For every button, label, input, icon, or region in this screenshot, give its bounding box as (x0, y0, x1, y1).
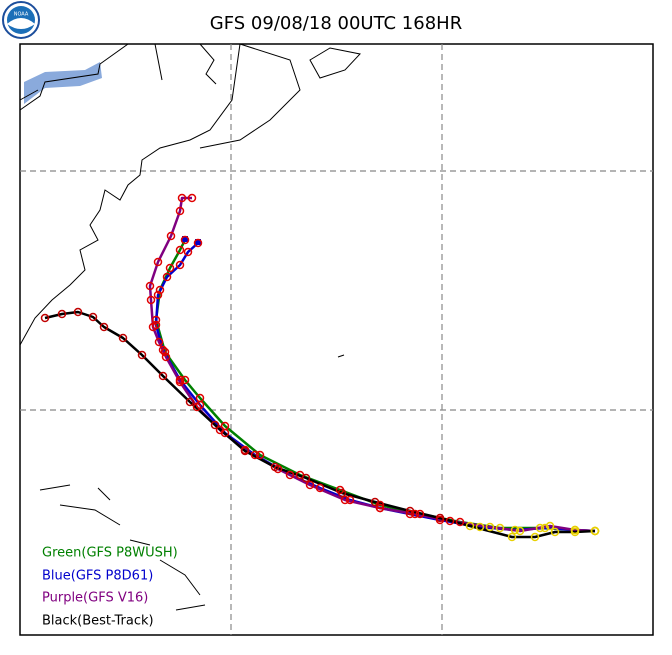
track-point (550, 527, 560, 537)
track-point (175, 245, 185, 255)
track-point (187, 193, 197, 203)
track-point (337, 488, 347, 498)
track-point (405, 506, 415, 516)
track-point (465, 521, 475, 531)
track-point (210, 420, 220, 430)
track-point (301, 473, 311, 483)
track-point (57, 309, 67, 319)
track-point (475, 522, 485, 532)
track-point (155, 285, 165, 295)
track-point (315, 483, 325, 493)
track-point (255, 450, 265, 460)
track-point (160, 347, 170, 357)
legend: Green(GFS P8WUSH) Blue(GFS P8D61) Purple… (42, 546, 178, 629)
track-point (162, 272, 172, 282)
track-point (590, 526, 600, 536)
track-point (161, 352, 171, 362)
track-point (507, 532, 517, 542)
track-point (445, 516, 455, 526)
track-point (375, 503, 385, 513)
track-point (154, 337, 164, 347)
track-point (183, 247, 193, 257)
map-title: GFS 09/08/18 00UTC 168HR (210, 13, 462, 34)
track-point (118, 333, 128, 343)
track-point (148, 322, 158, 332)
track-point (305, 480, 315, 490)
track-point (340, 495, 350, 505)
track-point (158, 345, 168, 355)
track-point (192, 402, 202, 412)
track-point (530, 532, 540, 542)
track-point (180, 235, 190, 245)
track-point (88, 312, 98, 322)
storm-tracks (40, 193, 600, 542)
track-point (455, 517, 465, 527)
legend-label: Green(GFS P8WUSH) (42, 546, 178, 561)
track-point (435, 513, 445, 523)
legend-label: Black(Best-Track) (42, 614, 154, 629)
track-point (185, 397, 195, 407)
track-point (570, 527, 580, 537)
track-point (415, 509, 425, 519)
track-point (146, 295, 156, 305)
track-point (540, 523, 550, 533)
track-point (405, 509, 415, 519)
track-point (158, 371, 168, 381)
track-point (515, 526, 525, 536)
track-point (175, 260, 185, 270)
track-point (545, 521, 555, 531)
track-point (153, 257, 163, 267)
track-point (485, 522, 495, 532)
track-point (177, 193, 187, 203)
legend-label: Purple(GFS V16) (42, 591, 148, 606)
track-point (99, 322, 109, 332)
track-end (182, 236, 188, 242)
track-end (195, 239, 201, 245)
track-point (153, 290, 163, 300)
track-point (345, 495, 355, 505)
track-point (151, 315, 161, 325)
track-point (137, 350, 147, 360)
track-point (165, 263, 175, 273)
track-point (180, 375, 190, 385)
svg-text:NOAA: NOAA (14, 12, 29, 18)
track-point (145, 281, 155, 291)
track-point (40, 313, 50, 323)
track-point (535, 523, 545, 533)
track-point (370, 497, 380, 507)
track-point (215, 425, 225, 435)
track-point (510, 525, 520, 535)
track-point (73, 307, 83, 317)
noaa-logo: NOAA (2, 1, 40, 39)
track-point (250, 450, 260, 460)
track-point (175, 377, 185, 387)
track-point (175, 206, 185, 216)
track-point (270, 462, 280, 472)
coastlines (19, 43, 361, 611)
track-point (285, 470, 295, 480)
track-point (193, 238, 203, 248)
track-point (166, 231, 176, 241)
legend-label: Blue(GFS P8D61) (42, 569, 153, 584)
grid-lines (20, 44, 653, 635)
track-point (240, 446, 250, 456)
track-point (495, 523, 505, 533)
